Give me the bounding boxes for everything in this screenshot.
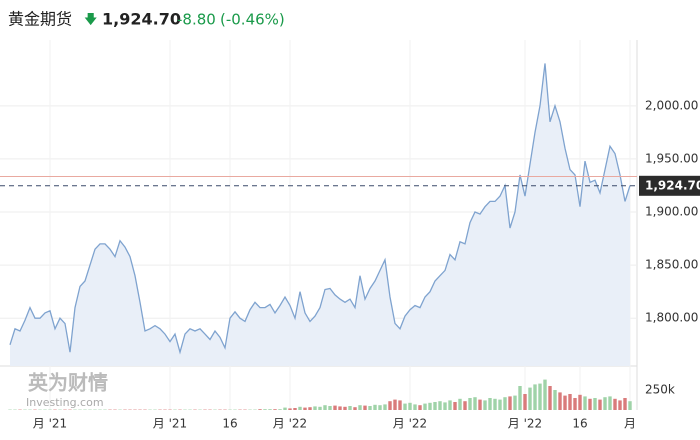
volume-bar (323, 405, 326, 410)
volume-bar (338, 406, 341, 410)
volume-bar (528, 388, 531, 410)
volume-bar (448, 400, 451, 410)
volume-bar (538, 384, 541, 410)
volume-bar (453, 402, 456, 410)
volume-bar (413, 404, 416, 410)
volume-bar (488, 398, 491, 410)
volume-bar (533, 384, 536, 410)
volume-bar (593, 398, 596, 410)
volume-bar (613, 399, 616, 410)
down-arrow: 🡇 (84, 13, 97, 28)
price-change-pct: (-0.46%) (220, 11, 285, 29)
volume-bar (428, 403, 431, 410)
price-area (10, 63, 630, 366)
volume-bar (423, 404, 426, 410)
volume-bar (543, 380, 546, 410)
volume-bar (558, 392, 561, 410)
volume-bar (608, 396, 611, 410)
volume-bar (348, 406, 351, 410)
volume-bar (408, 403, 411, 410)
price-change: -8.80 (177, 11, 216, 29)
volume-bar (478, 400, 481, 410)
volume-bar (263, 409, 266, 410)
volume-bar (493, 399, 496, 410)
volume-bar (513, 396, 516, 410)
x-tick-label: 月 '22 (273, 417, 307, 431)
volume-bar (523, 394, 526, 410)
volume-bar (383, 404, 386, 410)
volume-bar (358, 405, 361, 410)
x-tick-label: 16 (222, 417, 237, 431)
volume-bar (628, 401, 631, 410)
x-tick-label: 月 '21 (153, 417, 187, 431)
x-tick-label: 16 (572, 417, 587, 431)
volume-bar (373, 405, 376, 410)
volume-bar (438, 401, 441, 410)
y-tick-label: 1,800.00 (645, 311, 698, 325)
volume-bar (433, 402, 436, 410)
volume-bar (293, 408, 296, 410)
x-tick-label: 月 (624, 417, 636, 431)
volume-tick-label: 250k (645, 383, 675, 397)
x-tick-label: 月 '21 (33, 417, 67, 431)
volume-bar (303, 408, 306, 410)
watermark-site: Investing.com (26, 396, 104, 409)
volume-bar (568, 394, 571, 410)
volume-bar (498, 400, 501, 410)
volume-bar (353, 407, 356, 410)
volume-bar (443, 402, 446, 410)
volume-bar (328, 406, 331, 410)
volume-bar (343, 407, 346, 410)
y-tick-label: 2,000.00 (645, 98, 698, 112)
y-tick-label: 1,850.00 (645, 258, 698, 272)
volume-bar (553, 390, 556, 410)
y-tick-label: 1,950.00 (645, 151, 698, 165)
x-tick-label: 月 '22 (508, 417, 542, 431)
volume-bar (503, 397, 506, 410)
last-price-label: 1,924.70 (645, 178, 700, 192)
volume-bar (273, 409, 276, 410)
watermark-name: 英为财情 (28, 371, 108, 395)
volume-bar (583, 396, 586, 410)
volume-bar (313, 406, 316, 410)
volume-bar (578, 395, 581, 410)
volume-bar (618, 400, 621, 410)
volume-bar (403, 404, 406, 410)
volume-bar (603, 397, 606, 410)
volume-bar (468, 398, 471, 410)
volume-bar (258, 409, 261, 410)
volume-bar (563, 396, 566, 410)
volume-bar (368, 406, 371, 410)
last-price: 1,924.70 (102, 10, 181, 29)
volume-bar (573, 398, 576, 410)
volume-bar (518, 386, 521, 410)
volume-bar (278, 409, 281, 410)
volume-bar (398, 400, 401, 410)
volume-bar (388, 401, 391, 410)
volume-bar (548, 386, 551, 410)
volume-bar (308, 407, 311, 410)
volume-bar (378, 405, 381, 410)
volume-bar (363, 406, 366, 410)
volume-bar (598, 400, 601, 410)
volume-bar (333, 406, 336, 410)
volume-bar (473, 397, 476, 410)
x-tick-label: 月 '22 (393, 417, 427, 431)
volume-bar (283, 408, 286, 410)
volume-bar (288, 408, 291, 410)
instrument-title: 黄金期货 (8, 10, 72, 29)
volume-bar (588, 399, 591, 410)
volume-bar (298, 407, 301, 410)
volume-bar (623, 398, 626, 410)
volume-bar (318, 407, 321, 410)
volume-bar (418, 405, 421, 410)
volume-bar (393, 400, 396, 410)
volume-bar (268, 409, 271, 410)
volume-bar (483, 400, 486, 410)
volume-bar (458, 399, 461, 410)
y-tick-label: 1,900.00 (645, 205, 698, 219)
volume-bar (463, 401, 466, 410)
volume-bar (508, 396, 511, 410)
